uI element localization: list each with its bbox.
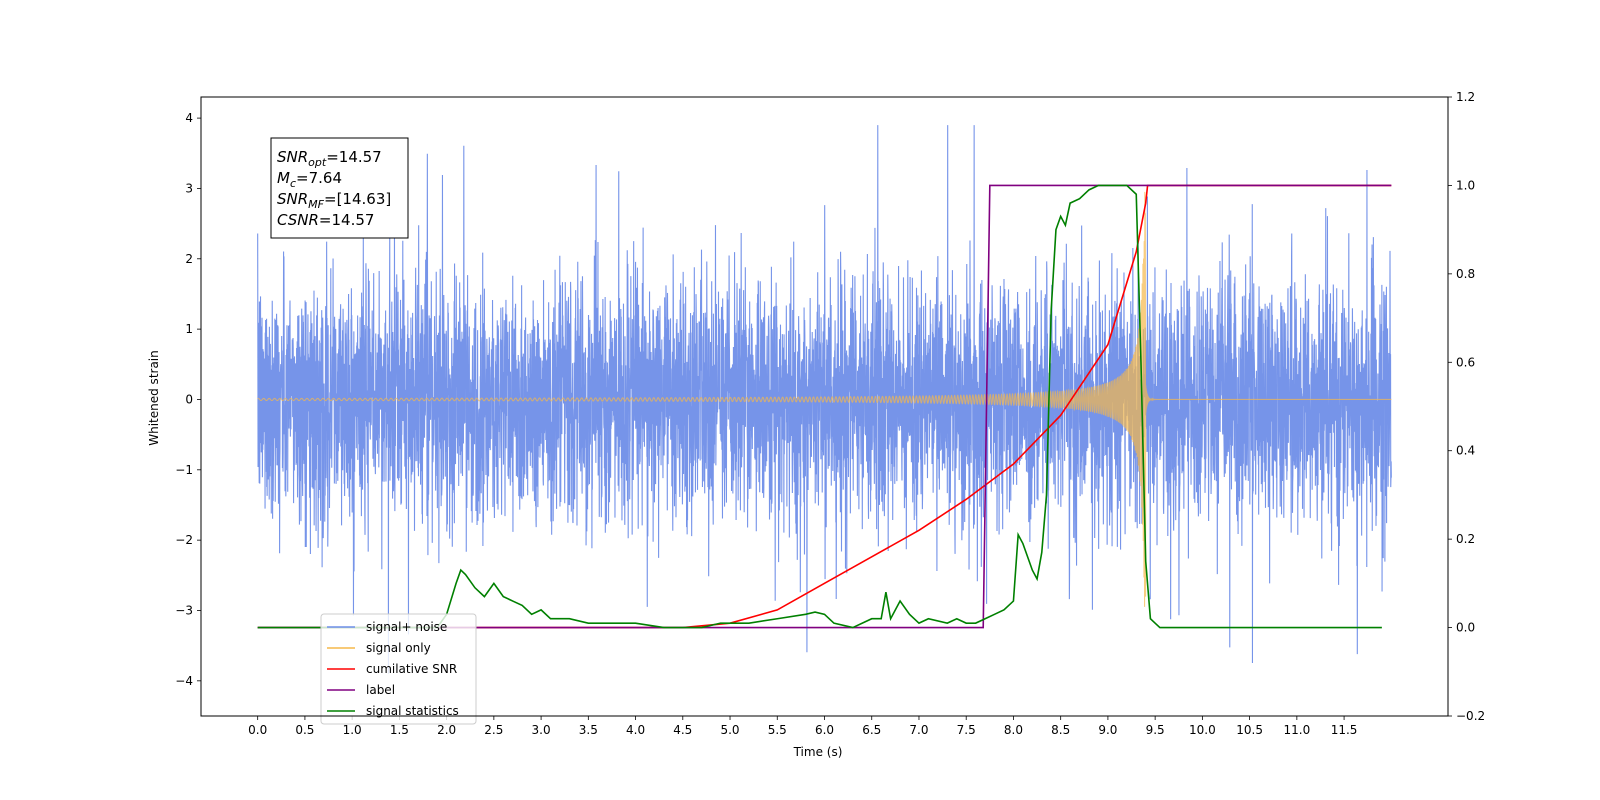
legend-entry: cumilative SNR [366, 662, 457, 676]
series-label-line [257, 184, 1392, 629]
x-tick-label: 6.0 [815, 723, 834, 737]
legend-entry: label [366, 683, 395, 697]
y-axis-left: 4 3 2 1 0 −1 −2 −3 −4 [175, 111, 201, 688]
legend-entry: signal+ noise [366, 620, 447, 634]
series-signal-only-line [257, 191, 1392, 607]
y-axis-label: Whitened strain [147, 350, 161, 446]
y-tick-label: −2 [175, 533, 193, 547]
x-tick-label: 9.5 [1146, 723, 1165, 737]
x-tick-label: 5.0 [720, 723, 739, 737]
info-csnr: CSNR=14.57 [277, 211, 374, 229]
plot-frame [200, 96, 1449, 717]
x-tick-label: 1.0 [343, 723, 362, 737]
x-tick-label: 2.0 [437, 723, 456, 737]
x-tick-label: 3.5 [579, 723, 598, 737]
y-tick-label: 4 [185, 111, 193, 125]
y2-tick-label: 0.8 [1456, 267, 1475, 281]
y-tick-label: −4 [175, 674, 193, 688]
y2-tick-label: −0.2 [1456, 709, 1485, 723]
x-tick-label: 10.5 [1236, 723, 1263, 737]
series-signal-statistics-line [257, 184, 1382, 629]
x-tick-label: 0.0 [248, 723, 267, 737]
x-tick-label: 0.5 [295, 723, 314, 737]
y2-tick-label: 1.0 [1456, 178, 1475, 192]
legend-entry: signal statistics [366, 704, 459, 718]
y-tick-label: 2 [185, 252, 193, 266]
y2-tick-label: 0.6 [1456, 355, 1475, 369]
x-axis: 0.0 0.5 1.0 1.5 2.0 2.5 3.0 3.5 4.0 4.5 5.0 5.5 6.0 6… [248, 716, 1357, 737]
x-tick-label: 2.5 [484, 723, 503, 737]
y-tick-label: 3 [185, 181, 193, 195]
y-tick-label: 1 [185, 322, 193, 336]
info-box-frame [270, 137, 409, 239]
x-tick-label: 3.0 [532, 723, 551, 737]
y-axis-right: 1.2 1.0 0.8 0.6 0.4 0.2 0.0 −0.2 [1448, 90, 1485, 723]
info-box: SNRopt=14.57Mc=7.64SNRMF=[14.63]CSNR=14.… [270, 137, 409, 239]
y2-tick-label: 1.2 [1456, 90, 1475, 104]
x-tick-label: 4.5 [673, 723, 692, 737]
y-tick-label: −3 [175, 603, 193, 617]
y-tick-label: −1 [175, 463, 193, 477]
y2-tick-label: 0.0 [1456, 621, 1475, 635]
info-snr-mf: SNRMF=[14.63] [277, 190, 391, 211]
y-tick-label: 0 [185, 392, 193, 406]
y2-tick-label: 0.2 [1456, 532, 1475, 546]
x-tick-label: 8.5 [1051, 723, 1070, 737]
legend-entry: signal only [366, 641, 431, 655]
x-tick-label: 10.0 [1189, 723, 1216, 737]
x-tick-label: 8.0 [1004, 723, 1023, 737]
legend: signal+ noise signal only cumilative SNR la… [320, 613, 477, 725]
x-tick-label: 4.0 [626, 723, 645, 737]
x-tick-label: 11.5 [1331, 723, 1358, 737]
x-tick-label: 1.5 [390, 723, 409, 737]
x-tick-label: 6.5 [862, 723, 881, 737]
y2-tick-label: 0.4 [1456, 444, 1475, 458]
x-tick-label: 5.5 [768, 723, 787, 737]
info-chirp-mass: Mc=7.64 [277, 169, 342, 190]
series-cumilative-snr-line [257, 184, 1392, 629]
x-tick-label: 11.0 [1283, 723, 1310, 737]
legend-frame [320, 613, 477, 725]
x-tick-label: 7.5 [957, 723, 976, 737]
info-snr-opt: SNRopt=14.57 [277, 148, 382, 169]
x-axis-label: Time (s) [793, 745, 843, 759]
series-signal-noise-line [257, 125, 1392, 674]
plot-area [257, 125, 1392, 674]
x-tick-label: 7.0 [909, 723, 928, 737]
x-tick-label: 9.0 [1098, 723, 1117, 737]
